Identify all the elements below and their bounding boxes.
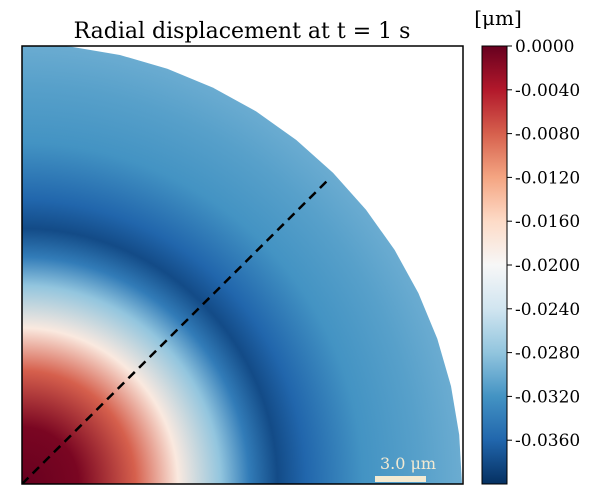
colorbar-tick-label: -0.0320: [515, 387, 580, 407]
colorbar-tick-label: -0.0160: [515, 212, 580, 232]
colorbar-unit-label: [μm]: [474, 6, 522, 30]
colorbar-tick-label: -0.0280: [515, 344, 580, 364]
chart-title: Radial displacement at t = 1 s: [74, 19, 411, 44]
scale-bar-label: 3.0 μm: [380, 454, 436, 473]
colorbar-tick-label: -0.0040: [515, 81, 580, 101]
colorbar-tick-label: -0.0080: [515, 125, 580, 145]
colorbar-tick-label: -0.0200: [515, 256, 580, 276]
axes-frame: [21, 45, 464, 485]
dashed-line: [22, 177, 331, 484]
colorbar-tick-label: -0.0240: [515, 300, 580, 320]
plot-area: 3.0 μm: [22, 46, 462, 484]
colorbar-tick-label: -0.0120: [515, 168, 580, 188]
colorbar: [481, 45, 508, 485]
scale-bar: [375, 476, 426, 482]
colorbar-ticks: 0.0000 -0.0040 -0.0080 -0.0120 -0.0160 -0.020…: [507, 37, 580, 451]
colorbar-tick-label: 0.0000: [515, 37, 574, 57]
colorbar-tick-label: -0.0360: [515, 431, 580, 451]
